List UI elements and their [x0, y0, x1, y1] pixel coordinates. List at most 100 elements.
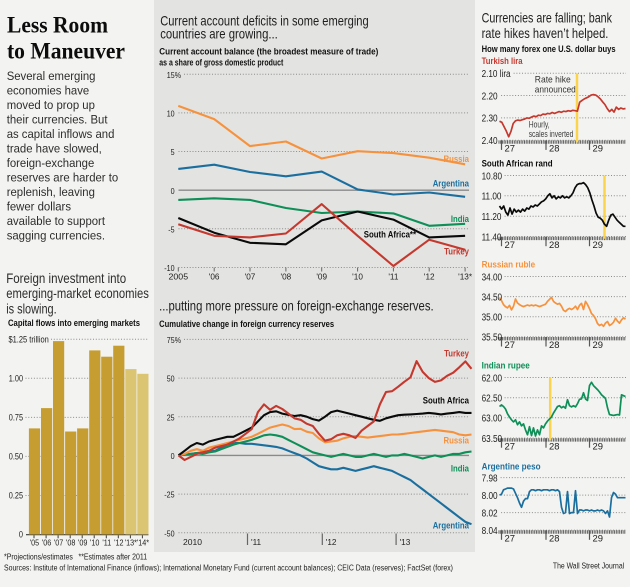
svg-text:How many forex one U.S. dollar: How many forex one U.S. dollar buys — [482, 44, 616, 55]
svg-text:'07: '07 — [54, 538, 64, 547]
svg-text:63.00: 63.00 — [482, 414, 503, 425]
svg-text:Currencies are falling; bank: Currencies are falling; bank — [482, 10, 613, 25]
svg-text:2.20: 2.20 — [482, 91, 498, 102]
svg-text:'06: '06 — [209, 273, 220, 282]
svg-text:'05: '05 — [30, 538, 40, 547]
svg-text:'11: '11 — [251, 538, 262, 547]
svg-text:Argentina: Argentina — [433, 179, 470, 190]
svg-text:2.10 lira: 2.10 lira — [482, 69, 511, 80]
svg-text:foreign-exchange: foreign-exchange — [7, 156, 95, 170]
svg-text:to Maneuver: to Maneuver — [7, 39, 125, 65]
svg-text:trade have slowed,: trade have slowed, — [7, 141, 102, 155]
svg-text:Cumulative change in foreign c: Cumulative change in foreign currency re… — [159, 319, 334, 330]
svg-text:announced: announced — [535, 85, 576, 95]
svg-text:The Wall Street Journal: The Wall Street Journal — [553, 561, 624, 571]
svg-text:'10: '10 — [352, 273, 363, 282]
svg-text:63.50: 63.50 — [482, 434, 503, 445]
svg-text:7.98: 7.98 — [482, 473, 498, 484]
svg-text:'12: '12 — [424, 273, 435, 282]
svg-text:5: 5 — [171, 147, 175, 157]
svg-text:their currencies. But: their currencies. But — [7, 112, 108, 126]
svg-text:0.50: 0.50 — [9, 451, 23, 462]
svg-text:rate hikes haven’t helped.: rate hikes haven’t helped. — [482, 26, 609, 41]
svg-text:0: 0 — [171, 186, 175, 196]
svg-text:27: 27 — [505, 144, 516, 154]
svg-text:'07: '07 — [245, 273, 256, 282]
svg-text:34.00: 34.00 — [482, 272, 503, 283]
svg-text:'13*: '13* — [125, 538, 137, 547]
svg-text:'09: '09 — [78, 538, 88, 547]
svg-text:replenish, leaving: replenish, leaving — [7, 185, 95, 199]
svg-text:Capital flows into emerging ma: Capital flows into emerging markets — [8, 318, 140, 329]
svg-text:28: 28 — [549, 340, 560, 350]
svg-text:**Estimates after 2011: **Estimates after 2011 — [79, 552, 148, 562]
svg-text:Argentine peso: Argentine peso — [482, 462, 541, 473]
svg-text:Less Room: Less Room — [7, 12, 108, 38]
svg-text:countries are growing...: countries are growing... — [160, 26, 278, 41]
svg-text:moved to prop up: moved to prop up — [7, 98, 95, 112]
svg-text:...putting more pressure on fo: ...putting more pressure on foreign-exch… — [159, 299, 434, 314]
svg-text:11.00: 11.00 — [482, 192, 502, 203]
svg-text:Indian rupee: Indian rupee — [482, 361, 530, 372]
svg-text:as capital inflows and: as capital inflows and — [7, 127, 115, 141]
svg-text:2005: 2005 — [169, 273, 189, 282]
svg-text:0.75: 0.75 — [9, 412, 23, 423]
svg-text:28: 28 — [549, 534, 560, 544]
svg-text:1.00: 1.00 — [9, 373, 23, 384]
svg-text:11.40: 11.40 — [482, 232, 502, 243]
svg-text:25: 25 — [167, 412, 175, 422]
svg-text:Russia: Russia — [444, 436, 470, 447]
svg-text:35.50: 35.50 — [482, 333, 503, 344]
svg-text:35.00: 35.00 — [482, 313, 503, 324]
svg-text:62.50: 62.50 — [482, 394, 503, 405]
svg-text:*Projections/estimates: *Projections/estimates — [4, 552, 73, 562]
svg-text:reserves are harder to: reserves are harder to — [7, 170, 119, 184]
svg-text:'12: '12 — [114, 538, 124, 547]
svg-text:11.20: 11.20 — [482, 212, 502, 223]
svg-text:scales inverted: scales inverted — [529, 129, 574, 139]
svg-text:-50: -50 — [164, 528, 175, 538]
svg-text:South Africa**: South Africa** — [364, 230, 416, 241]
svg-text:28: 28 — [549, 240, 560, 250]
svg-text:Russian ruble: Russian ruble — [482, 260, 536, 271]
svg-text:0: 0 — [19, 529, 23, 540]
svg-text:$1.25 trillion: $1.25 trillion — [9, 334, 49, 345]
svg-text:50: 50 — [167, 374, 175, 384]
svg-text:2.30: 2.30 — [482, 114, 498, 125]
svg-text:34.50: 34.50 — [482, 292, 503, 303]
svg-text:29: 29 — [593, 240, 604, 250]
svg-text:75%: 75% — [167, 335, 182, 345]
svg-text:Current account deficits in so: Current account deficits in some emergin… — [160, 13, 369, 28]
svg-text:-25: -25 — [164, 490, 175, 500]
svg-text:27: 27 — [505, 534, 516, 544]
svg-text:28: 28 — [549, 441, 560, 451]
svg-text:'10: '10 — [90, 538, 100, 547]
svg-text:'13*: '13* — [458, 273, 473, 282]
svg-text:economies have: economies have — [7, 83, 90, 97]
svg-text:27: 27 — [505, 340, 516, 350]
svg-text:'12: '12 — [326, 538, 337, 547]
svg-text:'08: '08 — [66, 538, 76, 547]
svg-text:'14*: '14* — [137, 538, 149, 547]
svg-text:'09: '09 — [316, 273, 327, 282]
svg-text:Russia: Russia — [444, 154, 470, 165]
svg-text:Several emerging: Several emerging — [7, 69, 96, 83]
svg-text:as a share of gross domestic p: as a share of gross domestic product — [159, 58, 284, 69]
svg-text:'06: '06 — [42, 538, 52, 547]
svg-text:8.00: 8.00 — [482, 491, 498, 502]
svg-text:is slowing.: is slowing. — [6, 302, 57, 317]
svg-text:15%: 15% — [167, 70, 182, 80]
svg-text:'13: '13 — [400, 538, 411, 547]
svg-text:2010: 2010 — [183, 538, 202, 547]
svg-text:29: 29 — [593, 144, 604, 154]
svg-text:10: 10 — [167, 109, 175, 119]
svg-text:2.40: 2.40 — [482, 136, 498, 147]
svg-text:27: 27 — [505, 240, 516, 250]
svg-text:62.00: 62.00 — [482, 373, 503, 384]
svg-text:Turkey: Turkey — [444, 349, 469, 360]
svg-text:0: 0 — [171, 451, 175, 461]
svg-text:sagging currencies.: sagging currencies. — [7, 228, 105, 242]
svg-text:Turkish lira: Turkish lira — [482, 56, 524, 67]
svg-text:available to support: available to support — [7, 214, 106, 228]
svg-text:Turkey: Turkey — [444, 247, 469, 258]
